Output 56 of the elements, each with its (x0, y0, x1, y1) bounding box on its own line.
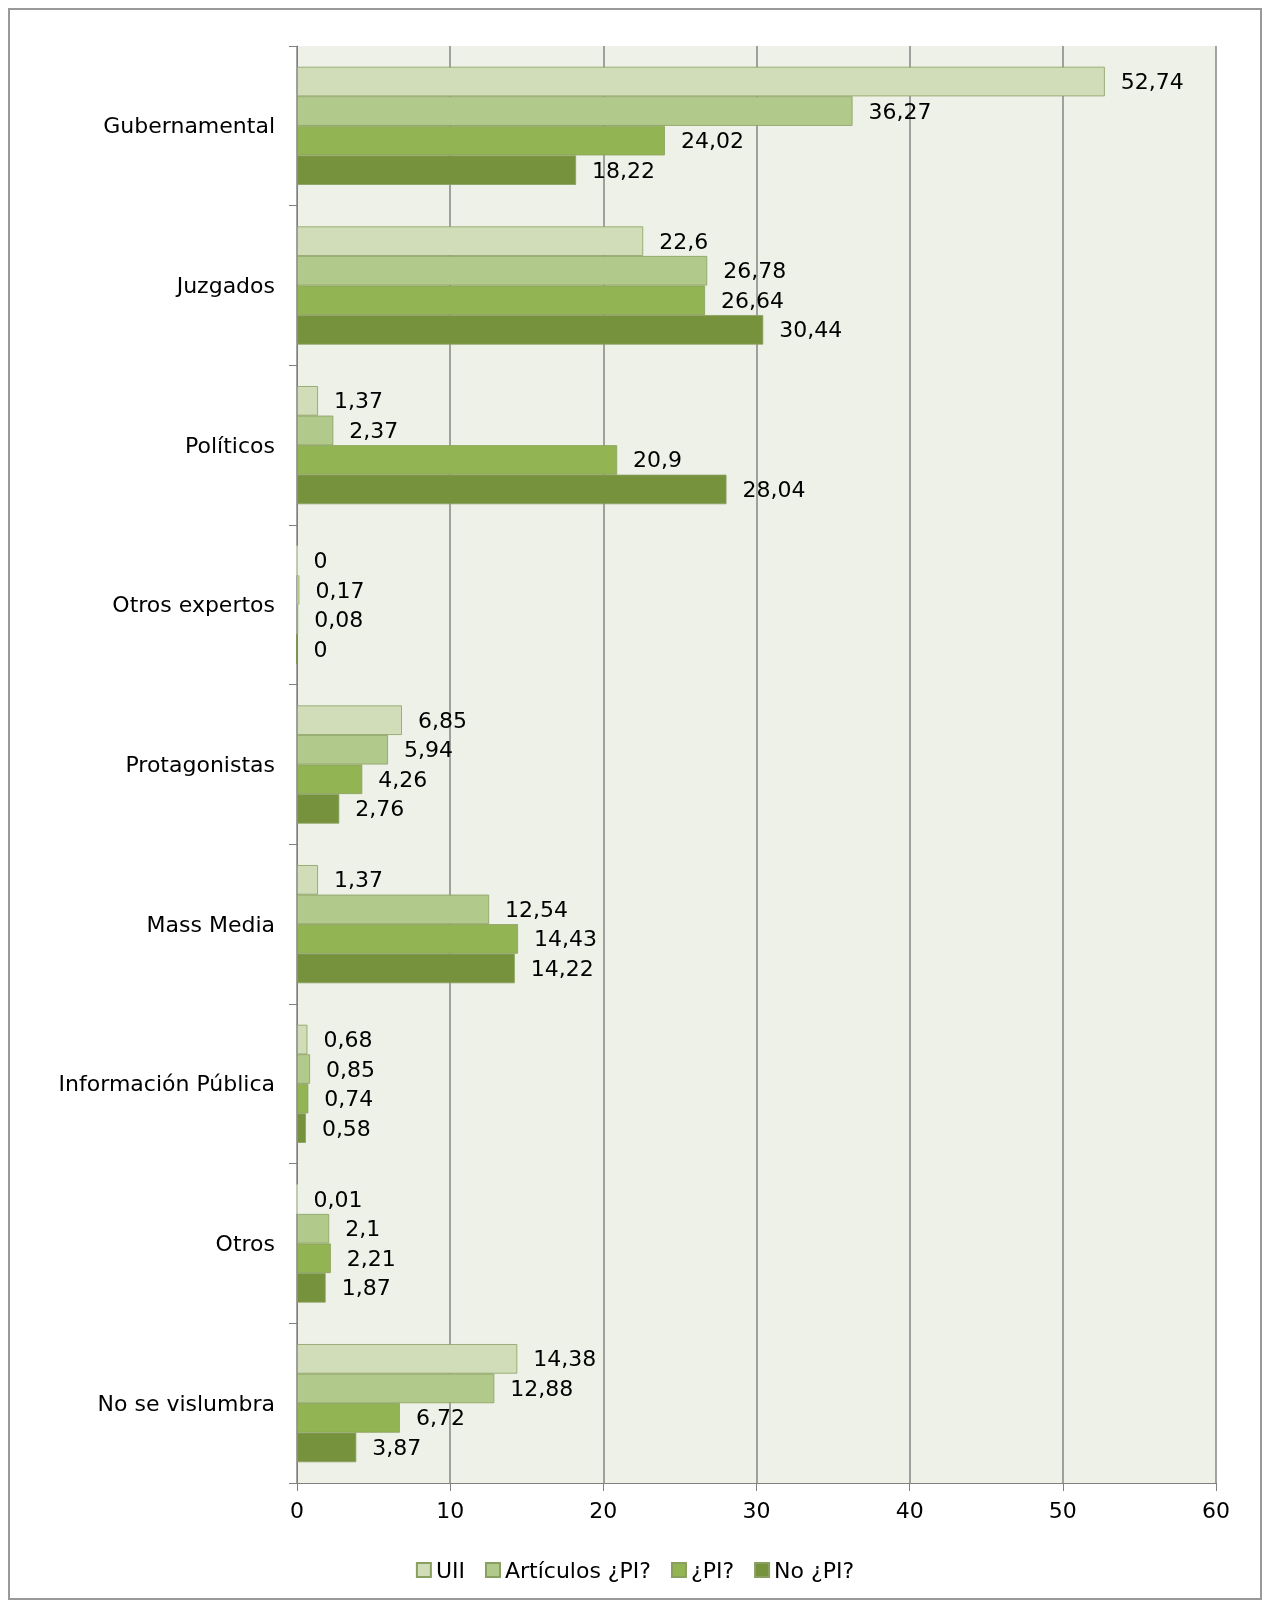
y-tick-label: Juzgados (174, 273, 275, 298)
data-label: 2,1 (345, 1216, 381, 1242)
y-tick-label: Mass Media (146, 911, 275, 937)
data-label: 52,74 (1120, 69, 1184, 95)
x-tick-label: 10 (436, 1497, 465, 1523)
y-tick-label: No se vislumbra (97, 1390, 275, 1416)
x-tick-label: 20 (589, 1497, 618, 1523)
legend-label: UII (435, 1557, 465, 1583)
data-label: 0,08 (314, 607, 364, 633)
data-label: 14,43 (534, 926, 597, 952)
data-label: 0,74 (324, 1086, 374, 1112)
y-tick-label: Otros expertos (112, 592, 275, 618)
legend-label: No ¿PI? (774, 1557, 855, 1583)
data-label: 1,87 (341, 1275, 391, 1301)
data-label: 14,22 (530, 955, 594, 981)
y-tick-label: Otros (215, 1231, 275, 1256)
data-label: 36,27 (868, 98, 932, 124)
legend-label: Artículos ¿PI? (504, 1557, 651, 1583)
data-label: 2,21 (346, 1245, 396, 1271)
data-label: 6,85 (417, 707, 467, 733)
data-label: 1,37 (333, 388, 383, 414)
data-label: 20,9 (633, 447, 683, 473)
y-tick-label: Políticos (185, 432, 275, 458)
data-label: 2,76 (355, 796, 405, 822)
data-label: 22,6 (659, 228, 709, 254)
x-tick-label: 40 (895, 1497, 924, 1523)
data-label: 0,85 (326, 1056, 375, 1082)
data-label: 1,37 (333, 867, 383, 893)
x-tick-label: 0 (290, 1497, 304, 1523)
data-label: 0,68 (323, 1027, 373, 1053)
x-tick-label: 50 (1048, 1497, 1077, 1523)
data-label: 4,26 (378, 766, 428, 792)
data-label: 0,58 (321, 1115, 371, 1141)
y-tick-label: Gubernamental (103, 113, 275, 139)
y-tick-label: Protagonistas (125, 752, 275, 777)
data-label: 0,17 (315, 577, 365, 603)
data-label: 18,22 (592, 157, 656, 183)
data-label: 2,37 (349, 417, 399, 443)
data-label: 24,02 (680, 128, 744, 154)
data-label: 3,87 (372, 1434, 422, 1460)
data-label: 6,72 (415, 1405, 465, 1431)
data-label: 12,54 (505, 896, 569, 922)
legend-label: ¿PI? (690, 1557, 735, 1583)
data-label: 28,04 (742, 476, 806, 502)
y-tick-label: Información Pública (58, 1071, 275, 1097)
data-label: 5,94 (403, 737, 453, 763)
data-label: 26,78 (723, 258, 787, 284)
data-label: 30,44 (779, 317, 843, 343)
data-label: 0 (313, 636, 328, 662)
x-tick-label: 30 (742, 1497, 771, 1523)
data-label: 26,64 (721, 287, 785, 313)
data-label: 0 (313, 548, 328, 574)
data-label: 0,01 (313, 1186, 363, 1212)
x-tick-label: 60 (1202, 1497, 1230, 1523)
data-label: 14,38 (533, 1346, 597, 1372)
data-label: 12,88 (510, 1375, 574, 1401)
